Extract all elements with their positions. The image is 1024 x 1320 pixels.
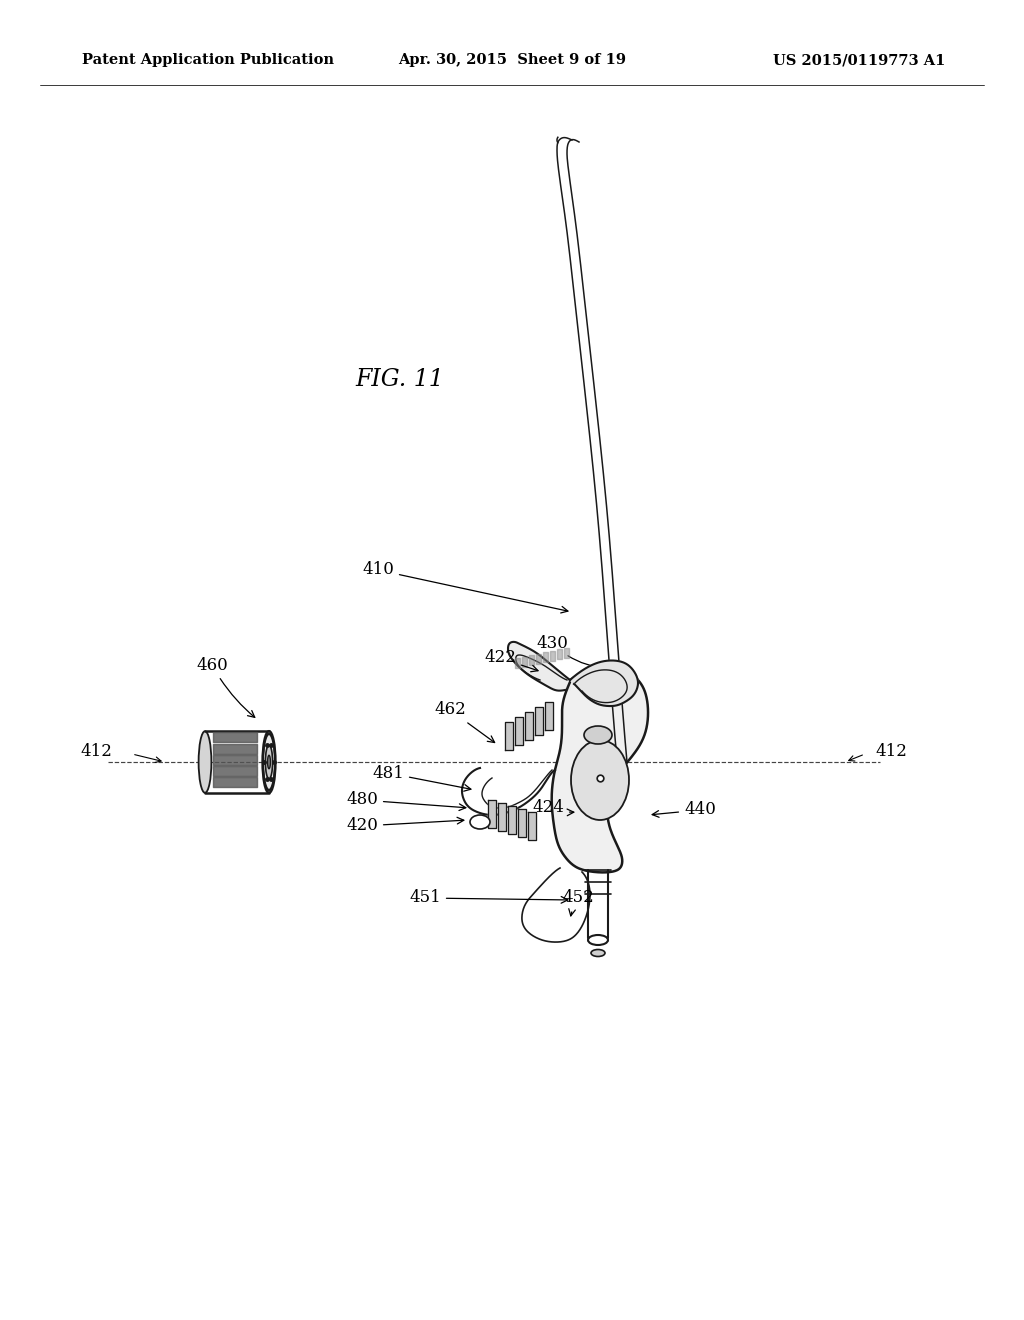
Ellipse shape	[470, 814, 490, 829]
Polygon shape	[552, 668, 648, 873]
Polygon shape	[508, 642, 570, 690]
Polygon shape	[515, 717, 523, 744]
Text: Apr. 30, 2015  Sheet 9 of 19: Apr. 30, 2015 Sheet 9 of 19	[398, 53, 626, 67]
Ellipse shape	[588, 935, 608, 945]
Text: 460: 460	[197, 656, 255, 717]
Polygon shape	[570, 660, 638, 706]
Text: 480: 480	[346, 792, 466, 810]
Text: 422: 422	[484, 649, 538, 672]
Text: 424: 424	[532, 800, 573, 817]
Text: Patent Application Publication: Patent Application Publication	[82, 53, 334, 67]
Polygon shape	[525, 711, 534, 741]
Text: US 2015/0119773 A1: US 2015/0119773 A1	[773, 53, 945, 67]
Polygon shape	[488, 800, 496, 828]
Text: 481: 481	[372, 764, 471, 791]
Text: 412: 412	[80, 743, 112, 760]
Ellipse shape	[591, 949, 605, 957]
Polygon shape	[498, 803, 506, 832]
Ellipse shape	[265, 746, 272, 779]
Ellipse shape	[262, 731, 275, 793]
Ellipse shape	[584, 726, 612, 744]
Text: 430: 430	[536, 635, 606, 671]
Text: 452: 452	[562, 890, 594, 916]
Text: 420: 420	[346, 817, 464, 834]
Polygon shape	[535, 708, 543, 735]
Ellipse shape	[267, 755, 270, 768]
Text: 410: 410	[362, 561, 568, 612]
Polygon shape	[528, 812, 536, 840]
Polygon shape	[505, 722, 513, 750]
Text: 462: 462	[434, 701, 495, 743]
Text: 440: 440	[652, 801, 716, 818]
Text: 451: 451	[410, 890, 568, 907]
Polygon shape	[518, 809, 526, 837]
Ellipse shape	[571, 741, 629, 820]
Ellipse shape	[199, 731, 211, 793]
Text: 412: 412	[874, 743, 907, 760]
Polygon shape	[545, 702, 553, 730]
Text: FIG. 11: FIG. 11	[355, 368, 444, 392]
Polygon shape	[508, 807, 516, 834]
